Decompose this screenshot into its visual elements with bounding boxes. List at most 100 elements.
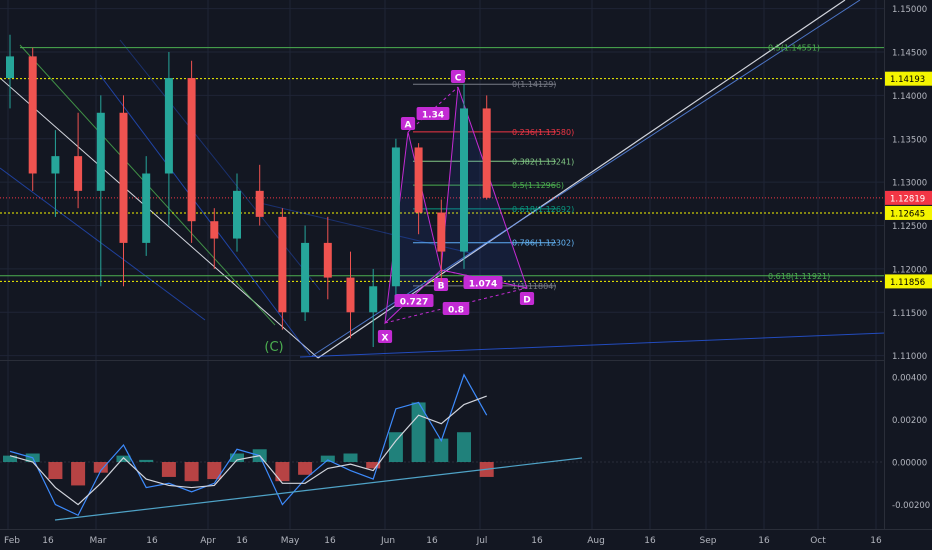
macd-histogram-bar: [184, 462, 199, 482]
signal-line: [9, 395, 487, 506]
time-tick-label: 16: [644, 536, 656, 546]
point-c-label-bg: [450, 70, 466, 83]
chart-grid: [0, 0, 884, 529]
point-d-label-bg: [519, 292, 535, 305]
osc-trendline[interactable]: [54, 457, 583, 521]
price-badge-last: 1.12819: [890, 194, 925, 204]
time-tick-label: Sep: [700, 536, 717, 546]
time-tick-label: Jul: [476, 536, 488, 546]
ratio-xab-label-bg: [394, 294, 434, 307]
chart-labels: (C): [264, 340, 283, 355]
price-badge-yellow-low-bg: [885, 274, 932, 289]
time-tick-label: Jun: [380, 536, 395, 546]
candle-body: [142, 173, 151, 243]
candle-body: [482, 108, 491, 198]
candle-body: [28, 56, 37, 174]
fib-level-label: 0.5(1.12966): [512, 181, 564, 190]
candle-body: [74, 156, 83, 191]
channel-line-blue-3[interactable]: [119, 39, 321, 291]
candle-body: [460, 108, 468, 252]
macd-histogram-bar: [161, 462, 176, 477]
fib-level-label: 0.382(1.13241): [512, 157, 574, 166]
time-tick-label: 16: [42, 536, 54, 546]
price-tick-label: 1.12500: [892, 222, 927, 232]
channel-line-white[interactable]: [0, 77, 319, 359]
ratio-abc-label: 1.34: [422, 111, 444, 121]
ratio-abc-label-bg: [416, 107, 450, 120]
price-tick-label: 1.14000: [892, 92, 927, 102]
macd-histogram-bar: [320, 455, 335, 463]
candle-body: [210, 221, 219, 239]
point-b-label-bg: [433, 278, 449, 291]
macd-histogram-bar: [71, 462, 86, 486]
time-tick-label: Oct: [810, 536, 826, 546]
macd-line: [9, 373, 488, 517]
macd-histogram-bar: [139, 459, 154, 463]
point-c-label: C: [455, 74, 462, 84]
point-b-label: B: [438, 282, 445, 292]
candle-body: [119, 112, 128, 243]
candle-body: [278, 216, 287, 313]
point-a-label-bg: [400, 117, 416, 130]
macd-histogram-bar: [230, 453, 244, 463]
macd-histogram-bar: [411, 402, 426, 463]
candle-body: [51, 156, 60, 174]
macd-histogram-bar: [366, 462, 381, 469]
pattern-ac-dashed: [407, 86, 459, 133]
candle-body: [391, 147, 400, 287]
point-a-label: A: [405, 121, 412, 131]
channel-line-blue-2[interactable]: [99, 74, 311, 356]
candle-body: [233, 190, 241, 239]
time-tick-label: 16: [236, 536, 248, 546]
fib-level-label: 1(1.11804): [512, 282, 556, 291]
ratio-xad-label-bg: [442, 302, 470, 315]
osc-tick-label: 0.00400: [892, 373, 927, 383]
macd-histogram-bar: [48, 462, 63, 480]
fib-big-label-0618: 0.618(1.11921): [768, 272, 830, 281]
price-tick-label: 1.13000: [892, 179, 927, 189]
macd-histogram-bar: [93, 462, 108, 473]
candle-body: [301, 242, 310, 313]
channel-line-blue[interactable]: [0, 167, 206, 321]
price-badge-yellow-mid-bg: [885, 205, 932, 220]
candle-body: [255, 190, 264, 217]
time-tick-label: Feb: [4, 536, 20, 546]
macd-histogram-bar: [3, 455, 17, 463]
macd-histogram-bar: [343, 453, 358, 463]
candlestick-series: [6, 34, 491, 347]
ratio-bcd-label: 1.074: [469, 280, 497, 290]
osc-tick-label: 0.00000: [892, 459, 927, 469]
macd-oscillator: [0, 373, 884, 521]
time-tick-label: 16: [531, 536, 543, 546]
oscillator-axis[interactable]: 0.00400 0.00200 0.00000 -0.00200: [892, 373, 930, 511]
price-badge-last-bg: [885, 190, 932, 205]
macd-histogram-bar: [207, 462, 222, 480]
time-tick-label: 16: [758, 536, 770, 546]
candle-body: [369, 286, 378, 313]
flat-trendline-blue[interactable]: [299, 332, 886, 358]
price-badge-yellow-top-bg: [885, 71, 932, 86]
macd-histogram-bar: [298, 462, 313, 475]
wave-c-label: (C): [264, 340, 283, 355]
candle-body: [414, 147, 423, 213]
macd-histogram-bar: [457, 432, 471, 463]
price-tick-label: 1.15000: [892, 5, 927, 15]
point-d-label: D: [523, 296, 530, 306]
time-tick-label: 16: [426, 536, 438, 546]
price-badge-yellow-top: 1.14193: [890, 75, 925, 85]
osc-tick-label: -0.00200: [892, 501, 930, 511]
macd-histogram-bar: [275, 462, 290, 482]
time-tick-label: Mar: [90, 536, 107, 546]
price-axis[interactable]: 1.15000 1.14500 1.14000 1.13500 1.13000 1.125…: [885, 5, 932, 362]
time-tick-label: 16: [870, 536, 882, 546]
candle-body: [346, 277, 355, 313]
ratio-xad-label: 0.8: [448, 306, 464, 316]
candle-body: [437, 212, 446, 252]
price-tick-label: 1.11500: [892, 309, 927, 319]
osc-tick-label: 0.00200: [892, 416, 927, 426]
candle-body: [323, 242, 332, 278]
fib-level-label: 0(1.14129): [512, 80, 556, 89]
time-axis[interactable]: Feb 16 Mar 16 Apr 16 May 16 Jun 16 Jul 16 Aug 16 Sep 16…: [4, 536, 882, 546]
time-tick-label: 16: [146, 536, 158, 546]
